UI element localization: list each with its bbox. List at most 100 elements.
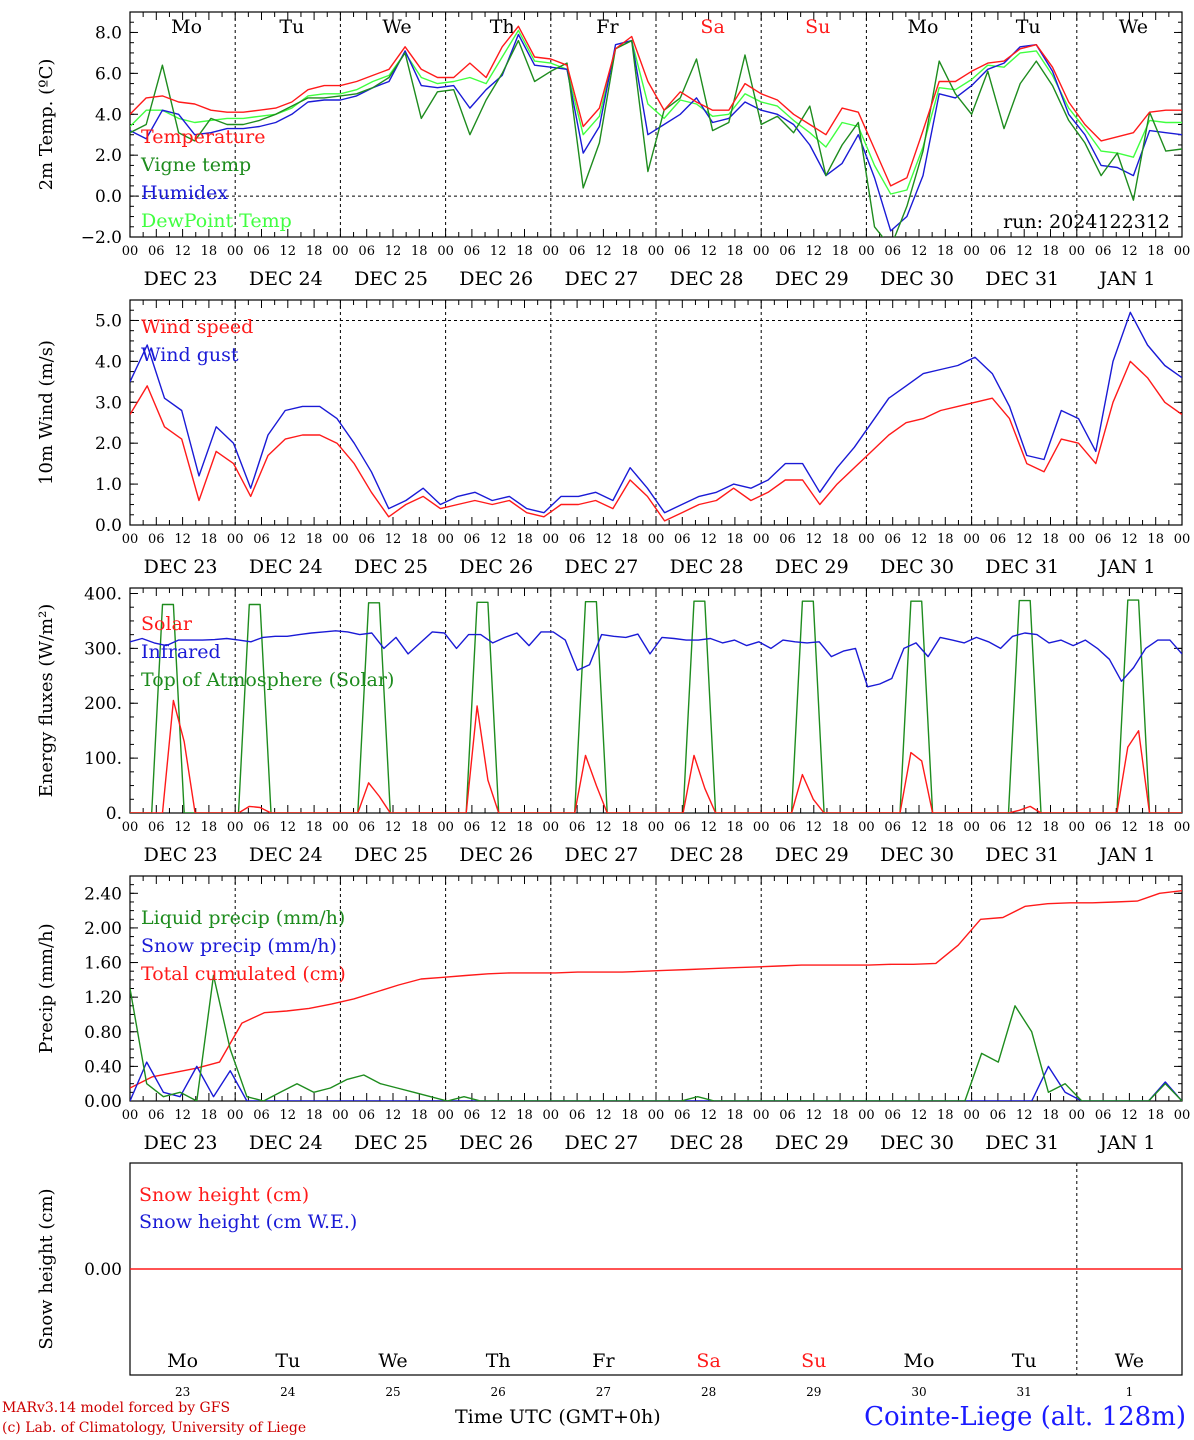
hour-label: 00 bbox=[963, 820, 980, 835]
hour-label: 06 bbox=[253, 532, 270, 547]
y-tick-label: 300. bbox=[84, 639, 122, 659]
hour-label: 00 bbox=[227, 820, 244, 835]
hour-label: 18 bbox=[621, 1108, 638, 1123]
date-label: DEC 31 bbox=[985, 844, 1059, 866]
hour-label: 12 bbox=[911, 820, 928, 835]
legend-entry: Temperature bbox=[141, 126, 265, 148]
y-tick-label: 2.00 bbox=[84, 919, 122, 939]
hour-label: 18 bbox=[306, 244, 323, 259]
hour-label: 18 bbox=[727, 244, 744, 259]
day-of-week: Mo bbox=[908, 16, 939, 38]
hour-label: 00 bbox=[963, 1108, 980, 1123]
y-tick-label: 0.00 bbox=[84, 1260, 122, 1280]
hour-label: 00 bbox=[122, 820, 139, 835]
hour-label: 06 bbox=[1095, 532, 1112, 547]
legend-entry: Humidex bbox=[141, 182, 228, 204]
hour-label: 12 bbox=[1121, 1108, 1138, 1123]
hour-label: 00 bbox=[543, 1108, 560, 1123]
hour-label: 00 bbox=[963, 244, 980, 259]
hour-label: 18 bbox=[1042, 532, 1059, 547]
y-tick-label: 400. bbox=[84, 584, 122, 604]
hour-label: 00 bbox=[858, 244, 875, 259]
hour-label: 00 bbox=[332, 244, 349, 259]
hour-label: 12 bbox=[280, 820, 297, 835]
panel-5: 0.00 Snow height (cm) Mo 23 Tu 24 We 25 Th 26 Fr 27… bbox=[36, 1162, 1183, 1399]
footer-line-1: MARv3.14 model forced by GFS bbox=[2, 1400, 231, 1416]
day-of-week: Fr bbox=[596, 16, 619, 38]
legend-entry: Top of Atmosphere (Solar) bbox=[141, 669, 394, 691]
hour-label: 00 bbox=[753, 820, 770, 835]
hour-label: 06 bbox=[148, 1108, 165, 1123]
hour-label: 18 bbox=[832, 244, 849, 259]
hour-label: 06 bbox=[779, 244, 796, 259]
hour-label: 00 bbox=[858, 820, 875, 835]
y-tick-label: 5.0 bbox=[95, 311, 122, 331]
footer-line-2: (c) Lab. of Climatology, University of L… bbox=[2, 1420, 307, 1436]
hour-label: 12 bbox=[700, 1108, 717, 1123]
hour-label: 18 bbox=[937, 532, 954, 547]
hour-label: 06 bbox=[884, 820, 901, 835]
hour-label: 12 bbox=[1121, 244, 1138, 259]
hour-label: 18 bbox=[832, 532, 849, 547]
y-tick-label: 0.40 bbox=[84, 1057, 122, 1077]
hour-label: 06 bbox=[884, 244, 901, 259]
hour-label: 06 bbox=[779, 532, 796, 547]
hour-label: 00 bbox=[437, 820, 454, 835]
hour-label: 06 bbox=[674, 1108, 691, 1123]
date-label: DEC 30 bbox=[880, 268, 954, 290]
hour-label: 18 bbox=[937, 1108, 954, 1123]
day-of-week: Tu bbox=[275, 1350, 300, 1372]
date-label: DEC 27 bbox=[564, 1132, 638, 1154]
legend-entry: Snow precip (mm/h) bbox=[141, 935, 337, 957]
hour-label: 06 bbox=[358, 1108, 375, 1123]
y-axis-label: 10m Wind (m/s) bbox=[36, 340, 57, 485]
hour-label: 00 bbox=[122, 244, 139, 259]
hour-label: 12 bbox=[490, 820, 507, 835]
hour-label: 18 bbox=[516, 820, 533, 835]
date-label: DEC 24 bbox=[249, 844, 323, 866]
date-label: DEC 28 bbox=[670, 1132, 744, 1154]
date-label: DEC 23 bbox=[144, 556, 218, 578]
hour-label: 00 bbox=[1069, 820, 1086, 835]
hour-label: 00 bbox=[1174, 532, 1191, 547]
hour-label: 18 bbox=[1042, 1108, 1059, 1123]
series-line-wind-speed bbox=[130, 360, 1182, 522]
date-label: DEC 30 bbox=[880, 556, 954, 578]
hour-label: 06 bbox=[464, 244, 481, 259]
plot-frame bbox=[129, 299, 1183, 526]
hour-label: 12 bbox=[1121, 820, 1138, 835]
hour-label: 12 bbox=[174, 820, 191, 835]
hour-label: 00 bbox=[332, 1108, 349, 1123]
hour-label: 06 bbox=[674, 820, 691, 835]
hour-label: 12 bbox=[911, 532, 928, 547]
hour-label: 12 bbox=[385, 1108, 402, 1123]
hour-label: 12 bbox=[174, 532, 191, 547]
day-number: 30 bbox=[911, 1385, 926, 1399]
y-tick-label: 1.60 bbox=[84, 954, 122, 974]
hour-label: 18 bbox=[727, 820, 744, 835]
hour-label: 00 bbox=[543, 244, 560, 259]
day-of-week: Sa bbox=[696, 1350, 720, 1372]
hour-label: 18 bbox=[1147, 532, 1164, 547]
hour-label: 12 bbox=[1016, 244, 1033, 259]
date-label: DEC 25 bbox=[354, 844, 428, 866]
day-of-week: Sa bbox=[700, 16, 724, 38]
legend-entry: Wind gust bbox=[141, 344, 239, 366]
hour-label: 06 bbox=[358, 244, 375, 259]
day-number: 31 bbox=[1017, 1385, 1032, 1399]
y-tick-label: 4.0 bbox=[95, 352, 122, 372]
day-of-week: We bbox=[1119, 16, 1148, 38]
hour-label: 06 bbox=[464, 1108, 481, 1123]
hour-label: 12 bbox=[700, 820, 717, 835]
y-axis-label: Energy fluxes (W/m²) bbox=[36, 604, 57, 798]
hour-label: 18 bbox=[832, 1108, 849, 1123]
hour-label: 06 bbox=[884, 532, 901, 547]
date-label: DEC 28 bbox=[670, 844, 744, 866]
hour-label: 12 bbox=[490, 532, 507, 547]
series-line-infrared bbox=[130, 630, 1182, 688]
hour-label: 12 bbox=[385, 532, 402, 547]
hour-label: 00 bbox=[437, 532, 454, 547]
hour-label: 18 bbox=[306, 820, 323, 835]
hour-label: 18 bbox=[621, 244, 638, 259]
